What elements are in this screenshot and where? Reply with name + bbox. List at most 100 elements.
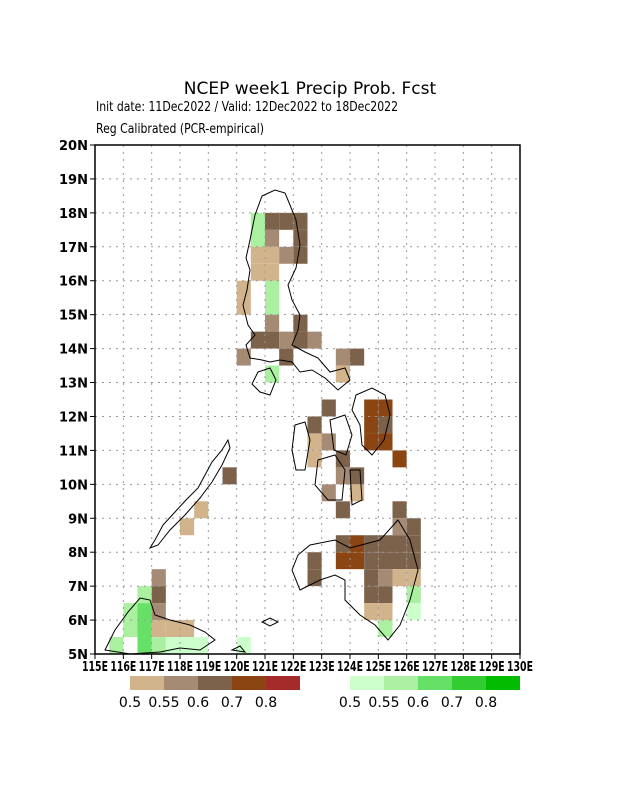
prob-cell xyxy=(321,484,336,502)
x-tick-label: 124E xyxy=(337,660,363,675)
prob-cell xyxy=(350,552,365,570)
legend-swatch xyxy=(266,676,300,690)
legend-swatch xyxy=(350,676,384,690)
prob-cell xyxy=(350,484,365,502)
prob-cell xyxy=(321,399,336,417)
prob-cell xyxy=(378,552,393,570)
prob-cell xyxy=(279,212,294,230)
prob-cell xyxy=(109,637,124,654)
legend-label: 0.6 xyxy=(187,695,209,711)
x-tick-label: 130E xyxy=(507,660,533,675)
y-tick-label: 7N xyxy=(68,580,88,595)
prob-cell xyxy=(151,603,166,621)
prob-cell xyxy=(406,552,421,570)
prob-cell xyxy=(165,620,180,638)
ticks: 115E 116E 117E 118E 119E 120E 121E 122E 123E 124E… xyxy=(59,139,533,675)
prob-cell xyxy=(236,348,251,366)
prob-cell xyxy=(293,314,308,332)
y-tick-label: 16N xyxy=(59,275,88,290)
x-tick-label: 115E xyxy=(82,660,108,675)
prob-cell xyxy=(265,229,280,247)
prob-cell xyxy=(378,399,393,417)
x-tick-label: 121E xyxy=(252,660,278,675)
x-tick-label: 128E xyxy=(450,660,476,675)
y-tick-label: 10N xyxy=(59,478,88,493)
prob-cell xyxy=(265,314,280,332)
legend: 0.5 0.55 0.6 0.7 0.8 0.5 0.55 0.6 0.7 0.8 xyxy=(119,676,520,711)
prob-cell xyxy=(307,331,322,349)
prob-cell xyxy=(180,637,195,654)
y-tick-label: 20N xyxy=(59,139,88,154)
prob-cell xyxy=(364,552,379,570)
x-tick-label: 118E xyxy=(167,660,193,675)
prob-cell xyxy=(265,212,280,230)
prob-cell xyxy=(250,229,265,247)
prob-cell xyxy=(378,569,393,587)
prob-cell xyxy=(350,348,365,366)
prob-cell xyxy=(335,552,350,570)
y-tick-label: 5N xyxy=(68,648,88,663)
prob-cell xyxy=(392,501,407,519)
prob-cell xyxy=(406,586,421,604)
legend-label: 0.7 xyxy=(221,695,243,711)
prob-cell xyxy=(392,535,407,553)
note: Reg Calibrated (PCR-empirical) xyxy=(96,122,264,137)
legend-label: 0.55 xyxy=(368,695,399,711)
prob-cell xyxy=(151,586,166,604)
prob-cell xyxy=(335,467,350,485)
prob-cell xyxy=(350,535,365,553)
prob-cell xyxy=(265,297,280,315)
legend-label: 0.8 xyxy=(475,695,497,711)
y-tick-label: 12N xyxy=(59,410,88,425)
x-tick-label: 117E xyxy=(139,660,165,675)
x-tick-label: 129E xyxy=(479,660,505,675)
prob-cell xyxy=(180,518,195,536)
x-tick-label: 126E xyxy=(394,660,420,675)
x-tick-label: 122E xyxy=(280,660,306,675)
prob-cell xyxy=(364,416,379,434)
y-tick-label: 17N xyxy=(59,241,88,256)
coastline xyxy=(104,189,419,655)
prob-cell xyxy=(293,229,308,247)
prob-cell xyxy=(151,620,166,638)
prob-cell xyxy=(378,603,393,621)
prob-cell xyxy=(335,501,350,519)
prob-cell xyxy=(279,246,294,264)
y-tick-label: 9N xyxy=(68,512,88,527)
prob-cell xyxy=(293,246,308,264)
y-tick-label: 11N xyxy=(59,444,88,459)
legend-label: 0.7 xyxy=(441,695,463,711)
prob-cell xyxy=(406,518,421,536)
prob-cell xyxy=(406,569,421,587)
prob-cell xyxy=(335,348,350,366)
prob-cell xyxy=(364,535,379,553)
prob-cell xyxy=(378,620,393,638)
prob-cell xyxy=(293,331,308,349)
prob-cell xyxy=(378,535,393,553)
prob-cell xyxy=(406,603,421,621)
y-tick-label: 18N xyxy=(59,207,88,222)
prob-cell xyxy=(392,569,407,587)
prob-cell xyxy=(137,637,152,654)
prob-cell xyxy=(392,518,407,536)
legend-label: 0.6 xyxy=(407,695,429,711)
prob-cell xyxy=(250,246,265,264)
prob-cell xyxy=(222,467,237,485)
y-tick-label: 15N xyxy=(59,309,88,324)
prob-cell xyxy=(265,246,280,264)
x-tick-label: 123E xyxy=(309,660,335,675)
legend-swatch xyxy=(384,676,418,690)
frame xyxy=(94,144,521,655)
prob-cell xyxy=(180,620,195,638)
y-tick-label: 19N xyxy=(59,173,88,188)
subtitle: Init date: 11Dec2022 / Valid: 12Dec2022 … xyxy=(96,100,398,115)
x-tick-label: 127E xyxy=(422,660,448,675)
prob-cell xyxy=(236,637,251,654)
prob-cell xyxy=(265,365,280,383)
prob-cell xyxy=(307,433,322,451)
legend-swatch xyxy=(418,676,452,690)
grid xyxy=(94,144,521,655)
prob-cell xyxy=(364,586,379,604)
prob-cell xyxy=(194,501,209,519)
legend-label: 0.5 xyxy=(339,695,361,711)
